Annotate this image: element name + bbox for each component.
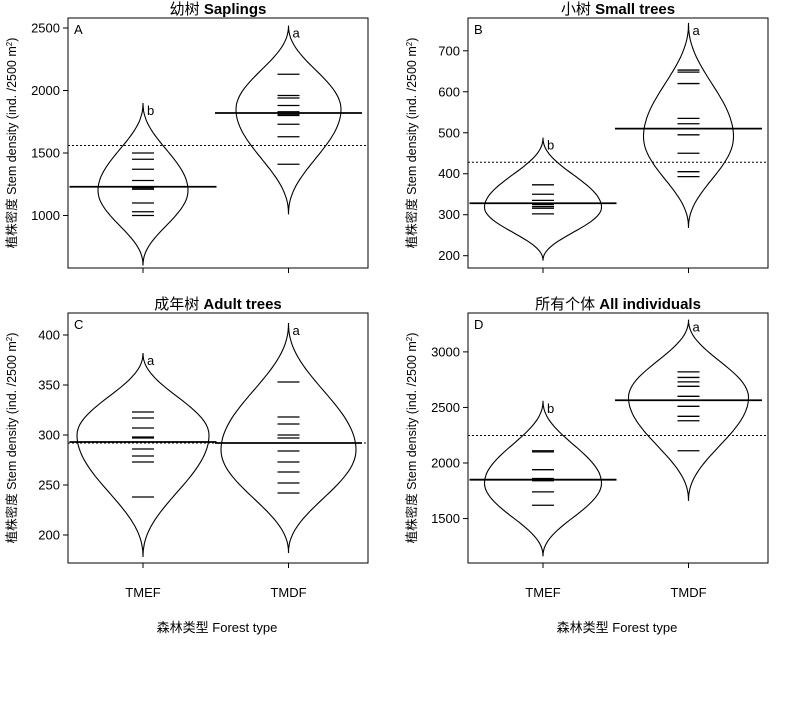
y-axis-label-en: Stem density [5, 119, 19, 195]
y-axis-label-cn: 植株密度 [404, 195, 419, 248]
y-axis-label-unit-close: ) [405, 38, 419, 42]
panel-title-en: Saplings [204, 1, 267, 18]
y-axis-label-en: Stem density [5, 414, 19, 490]
panel-c: 成年树 Adult trees C 200 250 300 350 400 植株密度 Stem… [4, 296, 369, 600]
plot-frame [467, 17, 769, 269]
y-tick-label: 200 [438, 248, 460, 263]
y-axis-label-unit-sup: 2 [5, 336, 14, 341]
y-tick-label: 250 [38, 478, 60, 493]
panel-a: 幼树 Saplings A 1000 1500 2000 2500 植株密度 Stem de… [4, 1, 369, 273]
x-axis-label-left: 森林类型 Forest type [157, 620, 278, 635]
bean-outline [627, 319, 750, 501]
y-axis-label-unit: (ind. /2500 m [405, 341, 419, 414]
y-tick-label: 1000 [31, 208, 60, 223]
panel-d: 所有个体 All individuals D 1500 2000 2500 3000 植株密… [404, 296, 769, 600]
y-axis-label-en: Stem density [405, 119, 419, 195]
panel-letter: B [474, 22, 483, 37]
y-axis-label-unit-sup: 2 [5, 41, 14, 46]
y-axis-label-cn: 植株密度 [404, 490, 419, 543]
y-tick-label: 2000 [31, 83, 60, 98]
significance-letter: b [147, 103, 154, 118]
y-tick-label: 1500 [31, 146, 60, 161]
bean-outline [220, 322, 357, 554]
y-tick-label: 2500 [431, 400, 460, 415]
y-tick-label: 400 [38, 328, 60, 343]
significance-letter: a [147, 353, 155, 368]
panel-title-cn: 幼树 [170, 1, 204, 18]
x-tick-label: TMDF [270, 585, 306, 600]
panel-title-cn: 小树 [561, 1, 595, 18]
bean-outline [76, 352, 210, 558]
y-axis-label: 植株密度 Stem density (ind. /2500 m2) [404, 38, 419, 249]
panel-title: 幼树 Saplings [170, 1, 267, 18]
significance-letter: a [293, 323, 301, 338]
y-axis-label: 植株密度 Stem density (ind. /2500 m2) [404, 333, 419, 544]
significance-letter: a [693, 320, 701, 335]
y-axis-label: 植株密度 Stem density (ind. /2500 m2) [4, 38, 19, 249]
y-axis-label-unit-close: ) [5, 333, 19, 337]
y-axis-label-cn: 植株密度 [4, 195, 19, 248]
y-tick-label: 300 [38, 428, 60, 443]
panel-title-cn: 成年树 [154, 296, 203, 313]
bean-outline [483, 400, 603, 557]
panel-letter: A [74, 22, 83, 37]
y-tick-label: 500 [438, 125, 460, 140]
y-tick-label: 1500 [431, 511, 460, 526]
y-tick-label: 2500 [31, 21, 60, 36]
y-axis-label-unit-sup: 2 [405, 336, 414, 341]
x-axis-label-right: 森林类型 Forest type [557, 620, 678, 635]
y-axis-label-unit-close: ) [5, 38, 19, 42]
significance-letter: b [547, 401, 554, 416]
significance-letter: a [693, 23, 701, 38]
bean-outline [642, 22, 735, 228]
y-axis-label-unit: (ind. /2500 m [5, 341, 19, 414]
bean-outline [235, 25, 342, 215]
y-axis-label-unit-sup: 2 [405, 41, 414, 46]
bean-outline [97, 102, 189, 266]
panel-letter: D [474, 317, 483, 332]
panel-title: 所有个体 All individuals [535, 296, 701, 313]
y-axis-label-cn: 植株密度 [4, 490, 19, 543]
y-tick-label: 3000 [431, 344, 460, 359]
y-axis-label: 植株密度 Stem density (ind. /2500 m2) [4, 333, 19, 544]
plot-frame [67, 312, 369, 564]
panel-letter: C [74, 317, 83, 332]
y-axis-label-unit: (ind. /2500 m [405, 46, 419, 119]
bean-outline [483, 137, 603, 261]
panel-title: 成年树 Adult trees [154, 296, 282, 313]
significance-letter: b [547, 138, 554, 153]
plot-frame [67, 17, 369, 269]
panel-title: 小树 Small trees [561, 1, 675, 18]
y-tick-label: 600 [438, 84, 460, 99]
plot-frame [467, 312, 769, 564]
panel-b: 小树 Small trees B 200 300 400 500 600 700 植株密度 St… [404, 1, 769, 273]
y-tick-label: 400 [438, 166, 460, 181]
y-axis-label-unit: (ind. /2500 m [5, 46, 19, 119]
y-tick-label: 2000 [431, 456, 460, 471]
y-tick-label: 700 [438, 43, 460, 58]
panel-title-cn: 所有个体 [535, 296, 599, 313]
y-tick-label: 350 [38, 378, 60, 393]
x-tick-label: TMDF [670, 585, 706, 600]
y-tick-label: 200 [38, 528, 60, 543]
panel-title-en: Small trees [595, 1, 675, 18]
x-tick-label: TMEF [525, 585, 560, 600]
y-axis-label-unit-close: ) [405, 333, 419, 337]
y-tick-label: 300 [438, 207, 460, 222]
y-axis-label-en: Stem density [405, 414, 419, 490]
panel-title-en: All individuals [599, 296, 701, 313]
significance-letter: a [293, 26, 301, 41]
panel-title-en: Adult trees [203, 296, 281, 313]
x-tick-label: TMEF [125, 585, 160, 600]
